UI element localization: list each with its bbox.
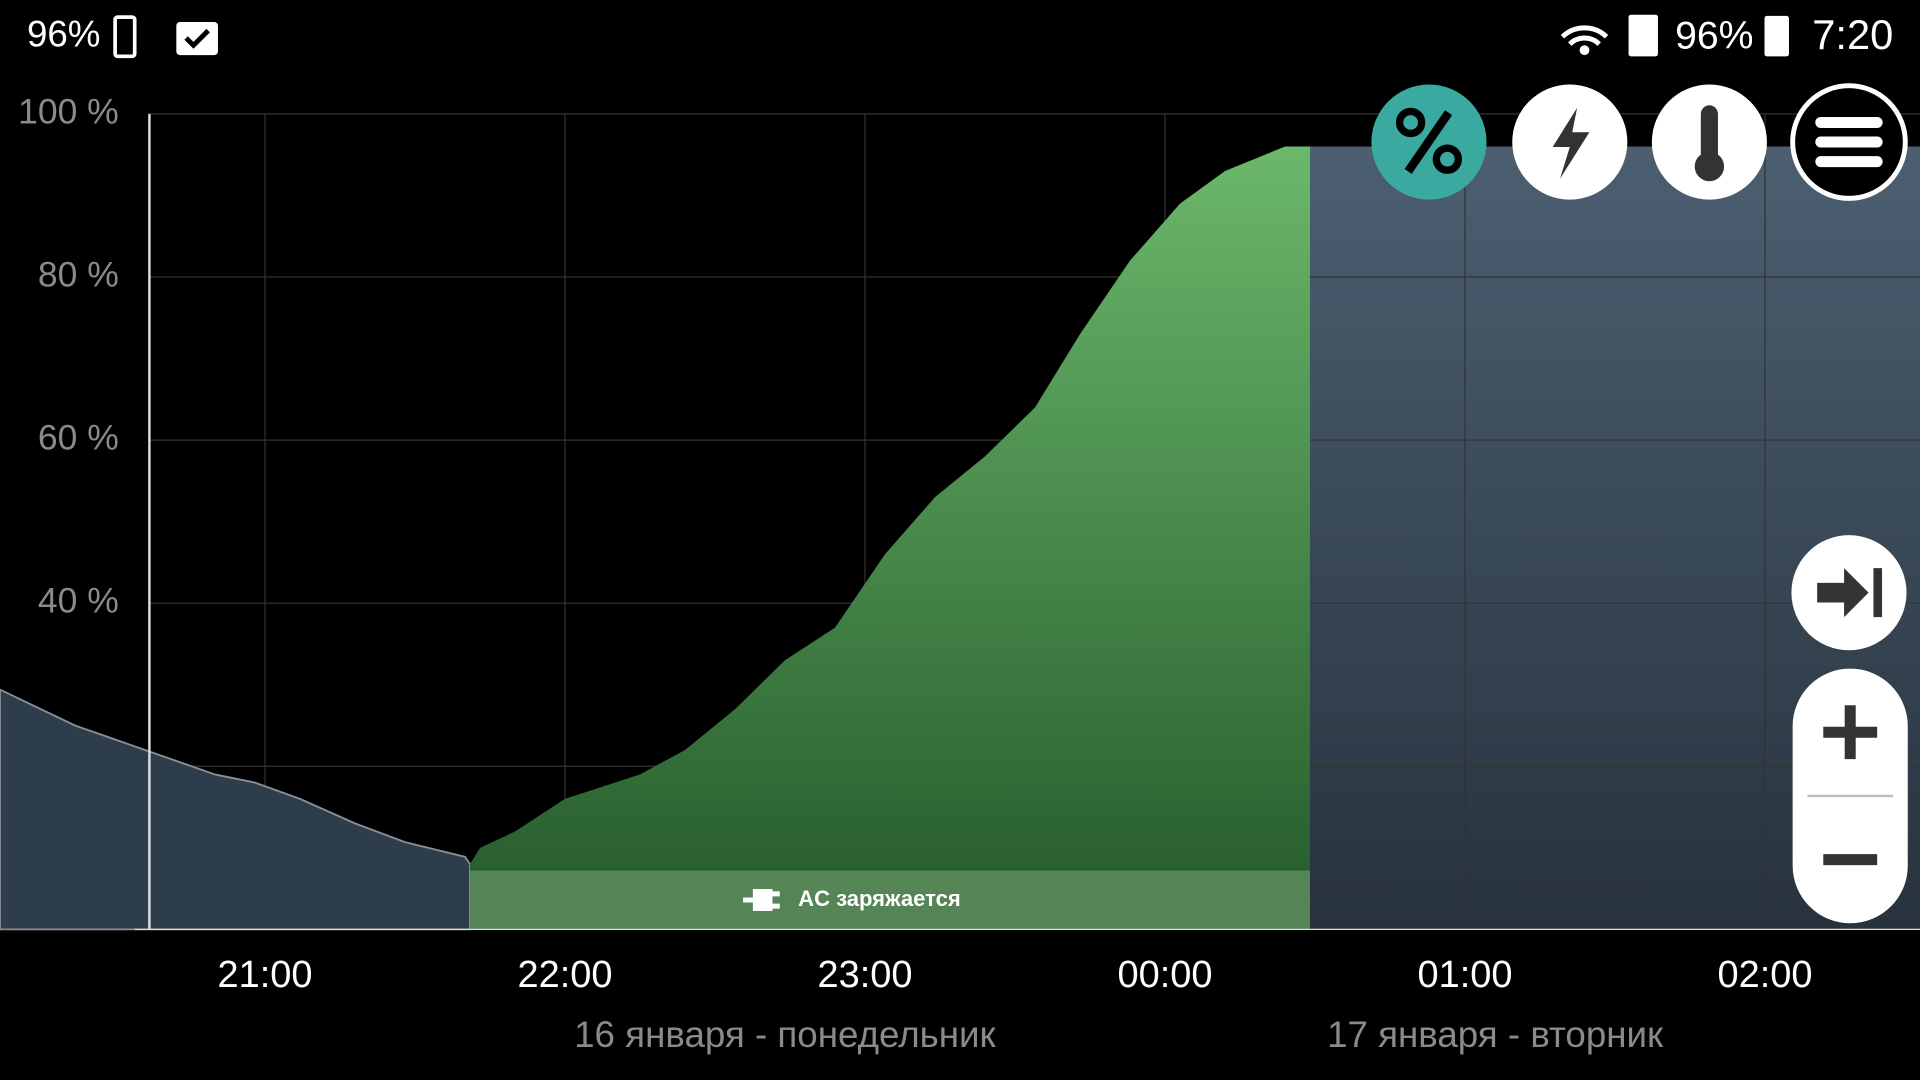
x-tick-label: 02:00 bbox=[1718, 954, 1813, 996]
y-tick-label: 40 % bbox=[38, 581, 119, 621]
thermometer-icon bbox=[1694, 151, 1725, 182]
x-tick-label: 00:00 bbox=[1118, 954, 1213, 996]
battery-percent: 96% bbox=[27, 13, 101, 54]
charge-area bbox=[470, 146, 1310, 930]
x-tick-label: 21:00 bbox=[218, 954, 313, 996]
menu-icon bbox=[1815, 116, 1883, 168]
percent-icon bbox=[1395, 107, 1426, 138]
percent-icon bbox=[1432, 144, 1463, 174]
y-tick-label: 100 % bbox=[18, 91, 119, 131]
check-icon bbox=[184, 28, 210, 49]
charge-label: AC заряжается bbox=[798, 886, 961, 911]
status-bar: 96% 96% 7:20 bbox=[27, 11, 1893, 59]
date-label: 16 января - понедельник bbox=[574, 1014, 996, 1055]
x-tick-label: 23:00 bbox=[818, 954, 913, 996]
wifi-dot bbox=[1579, 45, 1590, 56]
discharge-area bbox=[0, 688, 471, 931]
date-label: 17 января - вторник bbox=[1327, 1014, 1664, 1055]
battery-percent: 96% bbox=[1675, 14, 1753, 57]
jump-end-icon bbox=[1817, 568, 1883, 618]
clock: 7:20 bbox=[1812, 11, 1893, 58]
x-tick-label: 22:00 bbox=[518, 954, 613, 996]
x-tick-label: 01:00 bbox=[1418, 954, 1513, 996]
battery-icon bbox=[113, 15, 137, 59]
y-tick-label: 60 % bbox=[38, 417, 119, 457]
thermometer-icon bbox=[1700, 105, 1718, 162]
wifi-icon bbox=[1560, 25, 1609, 46]
sim-icon bbox=[1628, 14, 1658, 57]
mode-buttons bbox=[1371, 83, 1908, 924]
zoom-in-button[interactable] bbox=[1823, 705, 1878, 760]
lightning-icon bbox=[1552, 107, 1590, 179]
charge-band bbox=[470, 870, 1310, 930]
y-tick-label: 80 % bbox=[38, 254, 119, 294]
battery-icon bbox=[1764, 15, 1789, 57]
percent-icon bbox=[1404, 110, 1453, 174]
plot: 0 %20 %40 %60 %80 %100 %21:0022:0023:000… bbox=[0, 91, 1920, 1055]
plug-icon bbox=[743, 888, 780, 912]
